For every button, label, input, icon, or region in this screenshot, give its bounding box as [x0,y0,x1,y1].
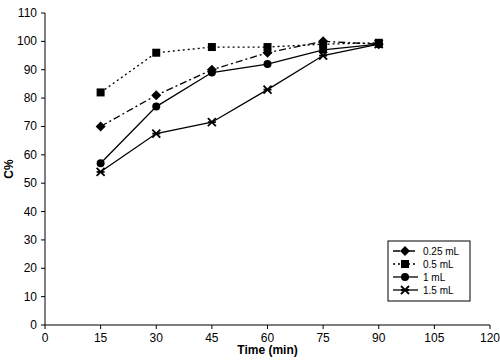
y-tick-label: 40 [24,205,38,219]
x-tick-label: 0 [42,331,49,345]
series-line [101,44,379,163]
x-tick [156,325,157,329]
x-tick-label: 45 [205,331,219,345]
legend-marker [401,273,409,281]
legend-label: 1 mL [423,272,446,283]
data-point [264,60,272,68]
data-point [208,118,216,126]
y-tick-label: 70 [24,119,38,133]
data-point [208,69,216,77]
x-tick-label: 105 [424,331,444,345]
data-point [208,43,216,51]
x-tick [378,325,379,329]
data-point [264,43,272,51]
y-tick-label: 30 [24,233,38,247]
data-point [97,88,105,96]
series-line [101,44,379,172]
legend-label: 0.5 mL [423,259,454,270]
y-tick [41,13,45,14]
y-axis-label: C% [2,159,16,179]
y-tick [41,126,45,127]
y-axis [45,13,46,325]
data-point [319,52,327,60]
x-tick-label: 15 [94,331,108,345]
y-tick-label: 20 [24,261,38,275]
legend-label: 0.25 mL [423,246,460,257]
x-tick [100,325,101,329]
data-point [152,103,160,111]
data-point [96,121,106,131]
legend-marker [401,260,409,268]
y-tick [41,69,45,70]
y-tick [41,296,45,297]
y-tick [41,183,45,184]
y-tick [41,154,45,155]
y-tick [41,239,45,240]
data-point [264,86,272,94]
data-point [374,39,384,49]
data-point [151,90,161,100]
x-tick-label: 30 [150,331,164,345]
y-tick-label: 110 [18,6,37,20]
y-tick-label: 0 [30,318,37,332]
x-tick [323,325,324,329]
y-tick-label: 80 [24,91,38,105]
y-tick [41,98,45,99]
y-tick-label: 60 [24,148,38,162]
x-tick [211,325,212,329]
data-point [152,49,160,57]
legend: 0.25 mL 0.5 mL 1 mL 1.5 mL [388,241,470,301]
y-tick [41,325,45,326]
x-tick-label: 90 [372,331,386,345]
data-point [152,130,160,138]
data-point [375,40,383,48]
y-tick [41,41,45,42]
legend-label: 1.5 mL [423,285,454,296]
y-tick-label: 50 [24,176,38,190]
x-tick [490,325,491,329]
x-tick-label: 120 [480,331,500,345]
x-tick [267,325,268,329]
series-line [101,41,379,126]
y-tick-label: 100 [17,34,37,48]
data-point [97,168,105,176]
y-tick-label: 90 [24,63,38,77]
y-tick-label: 10 [24,290,38,304]
data-point [97,159,105,167]
plot-area [96,36,384,175]
legend-box [388,241,470,301]
y-tick [41,268,45,269]
x-tick [434,325,435,329]
legend-marker [401,286,409,294]
x-axis-label: Time (min) [237,343,297,357]
data-point [375,40,383,48]
x-tick-label: 75 [316,331,330,345]
series-line [101,43,379,93]
y-tick [41,211,45,212]
chart: 0102030405060708090100110015304560759010… [0,0,500,362]
chart-container: 0102030405060708090100110015304560759010… [0,0,500,362]
x-tick [45,325,46,329]
legend-marker [400,246,410,256]
